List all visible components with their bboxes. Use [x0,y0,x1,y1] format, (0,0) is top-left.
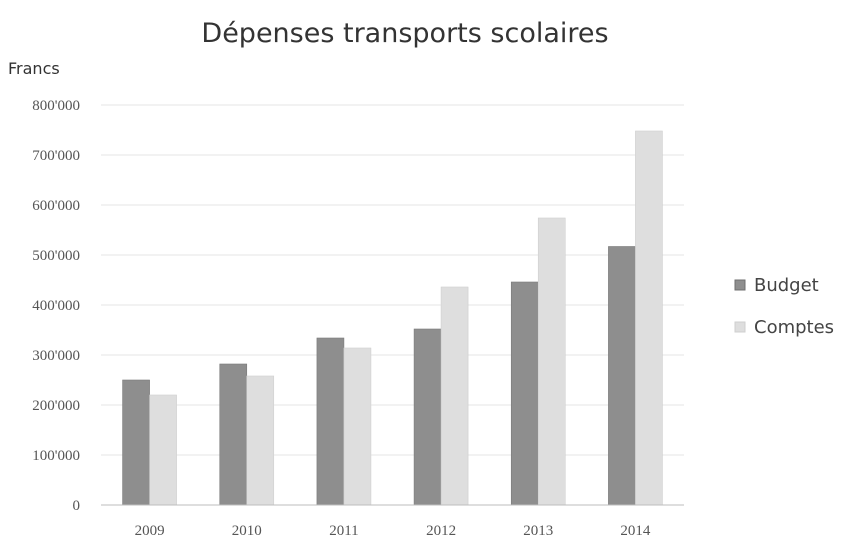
x-tick-label: 2013 [523,523,553,539]
y-tick-label: 700'000 [32,148,80,164]
bar-comptes-2011 [343,347,372,506]
y-tick-label: 500'000 [32,248,80,264]
bar-comptes-2009 [149,394,177,506]
y-axis-ticks: 0 100'000 200'000 300'000 400'000 500'000 600'… [32,98,80,514]
chart-title: Dépenses transports scolaires [201,18,608,49]
y-tick-label: 200'000 [32,398,80,414]
y-tick-label: 800'000 [32,98,80,114]
legend-swatch-comptes [734,321,746,333]
y-tick-label: 600'000 [32,198,80,214]
bar-budget-2011 [316,337,345,506]
x-axis-ticks: 2009 2010 2011 2012 2013 2014 [135,523,651,539]
x-tick-label: 2010 [232,523,262,539]
x-tick-label: 2014 [620,523,651,539]
bar-comptes-2013 [537,217,566,506]
legend: Budget Comptes [734,275,834,338]
legend-label-budget: Budget [754,275,819,296]
legend-label-comptes: Comptes [754,317,834,338]
gridlines [101,104,684,456]
bar-budget-2012 [413,328,442,506]
bar-budget-2010 [219,363,248,506]
y-axis-label: Francs [8,59,60,78]
bar-comptes-2012 [440,286,469,506]
y-tick-label: 300'000 [32,348,80,364]
x-tick-label: 2011 [329,523,358,539]
legend-swatch-budget [734,279,746,291]
y-tick-label: 400'000 [32,298,80,314]
bars [122,130,663,506]
bar-budget-2009 [122,379,150,506]
bar-comptes-2014 [635,130,663,506]
y-tick-label: 0 [73,498,81,514]
bar-comptes-2010 [246,375,275,506]
bar-budget-2013 [510,281,539,506]
x-tick-label: 2012 [426,523,456,539]
bar-budget-2014 [608,246,636,506]
y-tick-label: 100'000 [32,448,80,464]
x-tick-label: 2009 [135,523,165,539]
